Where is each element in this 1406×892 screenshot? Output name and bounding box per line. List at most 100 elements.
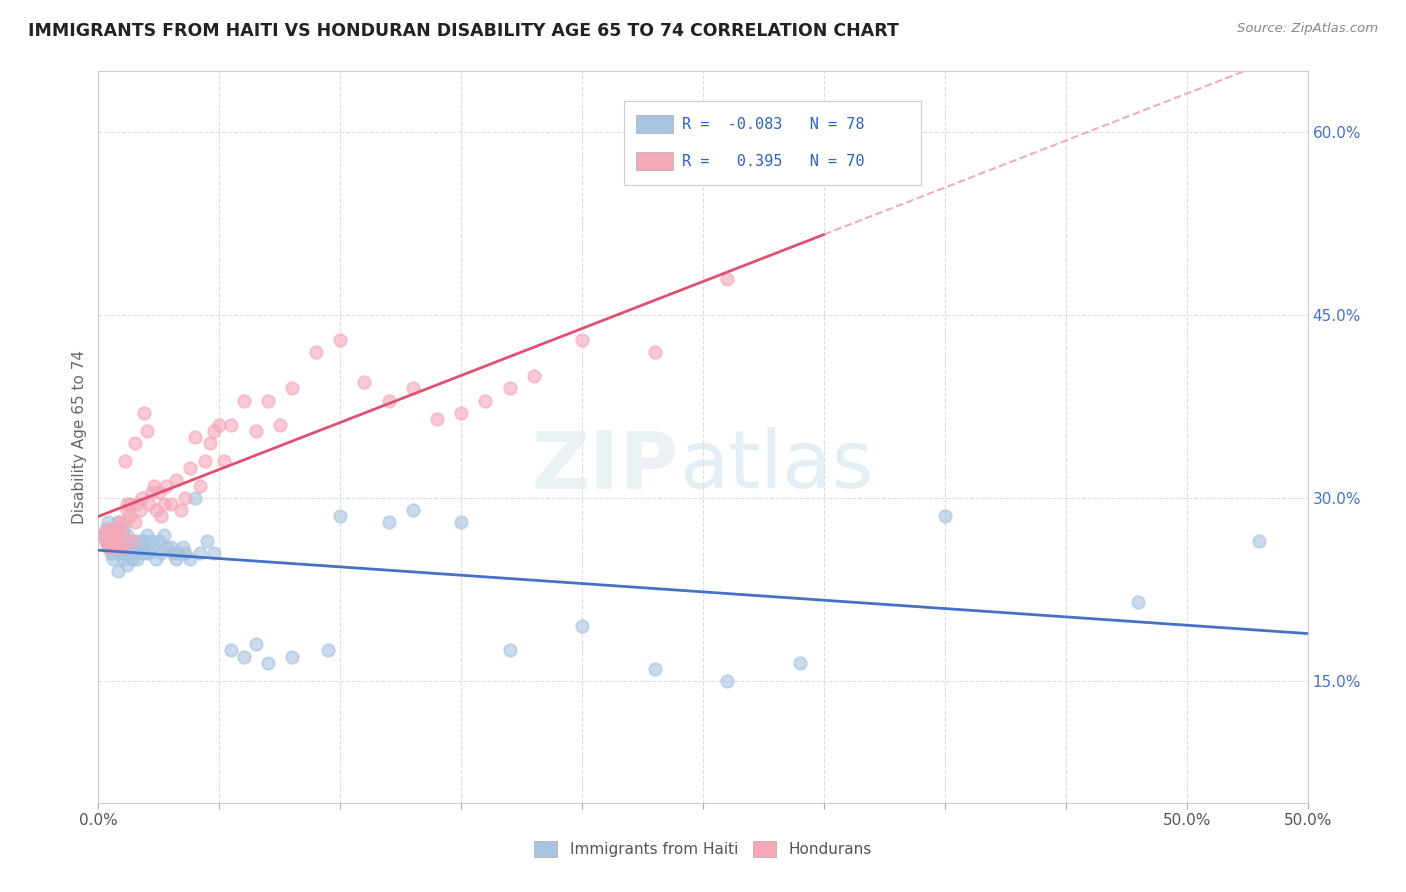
Point	[97, 540, 120, 554]
Point	[114, 516, 136, 530]
Point	[329, 509, 352, 524]
Point	[107, 564, 129, 578]
Point	[194, 454, 217, 468]
Point	[141, 533, 163, 548]
Point	[377, 393, 399, 408]
Point	[97, 521, 120, 535]
Point	[179, 552, 201, 566]
Point	[256, 393, 278, 408]
Point	[94, 527, 117, 541]
Point	[138, 546, 160, 560]
Point	[934, 509, 956, 524]
Point	[165, 552, 187, 566]
Point	[111, 527, 134, 541]
Text: IMMIGRANTS FROM HAITI VS HONDURAN DISABILITY AGE 65 TO 74 CORRELATION CHART: IMMIGRANTS FROM HAITI VS HONDURAN DISABI…	[28, 22, 898, 40]
Point	[114, 540, 136, 554]
Point	[111, 521, 134, 535]
Point	[174, 546, 197, 560]
Point	[100, 546, 122, 560]
Point	[117, 558, 139, 573]
Point	[111, 552, 134, 566]
Point	[208, 417, 231, 432]
Point	[155, 479, 177, 493]
Point	[644, 344, 666, 359]
Point	[131, 540, 153, 554]
Point	[198, 436, 221, 450]
Point	[148, 533, 170, 548]
Point	[143, 540, 166, 554]
Point	[426, 412, 449, 426]
Point	[104, 540, 127, 554]
Point	[402, 503, 425, 517]
Point	[97, 540, 120, 554]
Point	[100, 521, 122, 535]
Point	[716, 271, 738, 285]
Point	[124, 546, 146, 560]
Point	[329, 333, 352, 347]
Point	[121, 533, 143, 548]
Point	[128, 503, 150, 517]
Point	[118, 533, 141, 548]
Point	[128, 533, 150, 548]
Point	[160, 497, 183, 511]
Point	[101, 540, 124, 554]
Point	[402, 381, 425, 395]
Point	[117, 503, 139, 517]
Point	[127, 552, 149, 566]
Point	[188, 546, 211, 560]
Point	[221, 643, 243, 657]
Point	[474, 393, 496, 408]
Point	[305, 344, 328, 359]
Point	[111, 540, 134, 554]
Point	[108, 546, 131, 560]
Point	[571, 333, 593, 347]
Point	[124, 436, 146, 450]
Point	[118, 509, 141, 524]
Point	[221, 417, 243, 432]
Point	[111, 533, 134, 548]
Point	[232, 393, 254, 408]
Point	[353, 375, 375, 389]
Point	[450, 516, 472, 530]
Point	[179, 460, 201, 475]
Text: R =   0.395   N = 70: R = 0.395 N = 70	[682, 153, 865, 169]
Point	[104, 527, 127, 541]
Point	[108, 516, 131, 530]
Point	[212, 454, 235, 468]
Point	[101, 552, 124, 566]
Point	[195, 533, 218, 548]
Point	[121, 552, 143, 566]
Point	[100, 527, 122, 541]
Point	[1249, 533, 1271, 548]
Point	[165, 473, 187, 487]
Point	[117, 497, 139, 511]
Point	[97, 516, 120, 530]
Point	[152, 497, 174, 511]
Point	[316, 643, 339, 657]
Point	[134, 533, 156, 548]
Point	[118, 546, 141, 560]
Bar	[637, 153, 672, 170]
Point	[131, 546, 153, 560]
Point	[269, 417, 291, 432]
Point	[100, 521, 122, 535]
Point	[101, 533, 124, 548]
Point	[127, 540, 149, 554]
Point	[108, 527, 131, 541]
Point	[107, 533, 129, 548]
Point	[108, 540, 131, 554]
FancyBboxPatch shape	[624, 101, 921, 185]
Point	[124, 533, 146, 548]
Point	[150, 509, 173, 524]
Point	[169, 503, 191, 517]
Bar	[637, 115, 672, 133]
Point	[148, 485, 170, 500]
Point	[108, 540, 131, 554]
Point	[107, 521, 129, 535]
Point	[644, 662, 666, 676]
Point	[94, 533, 117, 548]
Point	[150, 546, 173, 560]
Point	[160, 540, 183, 554]
Point	[121, 540, 143, 554]
Point	[571, 619, 593, 633]
